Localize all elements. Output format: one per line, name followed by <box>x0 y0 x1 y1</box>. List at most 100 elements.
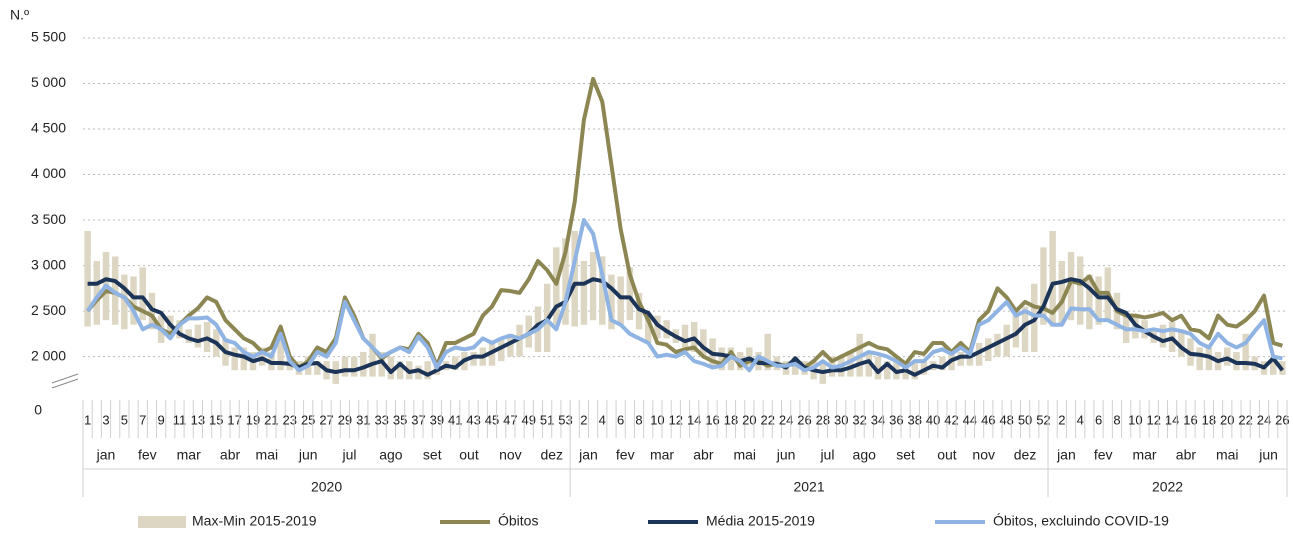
range-bar <box>718 347 725 371</box>
range-bar <box>194 324 202 348</box>
month-label: fev <box>138 447 157 463</box>
x-tick-label: 4 <box>599 412 606 427</box>
month-label: jun <box>776 447 796 463</box>
legend-label: Max-Min 2015-2019 <box>192 513 317 529</box>
range-bar <box>1159 324 1167 348</box>
x-tick-label: 45 <box>485 412 499 427</box>
x-tick-label: 13 <box>191 412 205 427</box>
x-tick-label: 22 <box>1238 412 1252 427</box>
y-tick-label: 2 000 <box>31 347 66 363</box>
x-tick-label: 32 <box>852 412 866 427</box>
x-tick-label: 34 <box>871 412 885 427</box>
x-tick-label: 26 <box>797 412 811 427</box>
x-tick-label: 46 <box>981 412 995 427</box>
x-tick-label: 12 <box>1146 412 1160 427</box>
x-tick-label: 44 <box>963 412 977 427</box>
month-label: nov <box>499 447 522 463</box>
range-bar <box>645 315 652 343</box>
range-bar <box>580 261 588 325</box>
x-tick-label: 40 <box>926 412 940 427</box>
range-bar <box>608 274 615 330</box>
x-tick-label: 23 <box>283 412 297 427</box>
x-tick-label: 16 <box>1183 412 1197 427</box>
x-tick-label: 5 <box>121 412 128 427</box>
range-bar <box>1086 274 1093 330</box>
range-bar <box>139 267 146 321</box>
legend-label: Média 2015-2019 <box>706 513 815 529</box>
month-label: out <box>937 447 957 463</box>
x-tick-label: 6 <box>1095 412 1102 427</box>
x-tick-label: 3 <box>102 412 109 427</box>
range-bar <box>277 333 284 371</box>
range-bar <box>1205 347 1213 371</box>
range-bar <box>865 352 873 377</box>
range-bar <box>874 356 882 380</box>
axis-break <box>51 378 79 389</box>
range-bar <box>571 230 578 327</box>
month-label: jun <box>1258 447 1278 463</box>
x-tick-label: 25 <box>301 412 315 427</box>
range-bar <box>985 338 992 362</box>
x-tick-label: 14 <box>1165 412 1179 427</box>
month-label: jan <box>96 447 116 463</box>
x-tick-label: 2 <box>580 412 587 427</box>
x-tick-label: 4 <box>1077 412 1084 427</box>
range-bar <box>185 329 192 343</box>
x-tick-label: 29 <box>338 412 352 427</box>
x-tick-label: 15 <box>209 412 223 427</box>
x-tick-label: 47 <box>503 412 517 427</box>
x-tick-label: 37 <box>411 412 425 427</box>
legend-label: Óbitos <box>498 513 538 529</box>
range-bar <box>488 342 496 366</box>
range-bar <box>516 324 523 357</box>
range-bar <box>957 352 964 366</box>
month-label: jul <box>342 447 357 463</box>
x-tick-label: 8 <box>635 412 642 427</box>
series-line <box>85 218 1283 373</box>
series-line <box>87 277 1284 377</box>
x-tick-label: 48 <box>999 412 1013 427</box>
x-tick-label: 22 <box>760 412 774 427</box>
month-label: nov <box>972 447 995 463</box>
x-tick-label: 14 <box>687 412 701 427</box>
month-label: abr <box>1176 447 1197 463</box>
month-label: jan <box>1056 447 1076 463</box>
range-bar <box>589 251 597 321</box>
x-tick-label: 12 <box>669 412 683 427</box>
y-tick-label: 0 <box>34 402 42 418</box>
month-label: ago <box>379 447 403 463</box>
range-bar <box>350 356 358 377</box>
range-bar <box>1021 306 1029 353</box>
month-label: fev <box>1094 447 1113 463</box>
range-bar <box>1269 356 1277 375</box>
range-bar <box>369 333 376 377</box>
month-label: fev <box>616 447 635 463</box>
month-label: abr <box>693 447 714 463</box>
month-label: out <box>459 447 479 463</box>
month-label: dez <box>1014 447 1037 463</box>
x-tick-label: 27 <box>319 412 333 427</box>
range-bar <box>396 361 404 380</box>
x-tick-label: 35 <box>393 412 407 427</box>
month-label: jun <box>298 447 318 463</box>
range-bar <box>700 329 707 357</box>
x-tick-label: 30 <box>834 412 848 427</box>
x-tick-label: 24 <box>779 412 793 427</box>
range-bar <box>1003 324 1010 357</box>
range-bar <box>599 256 606 325</box>
x-tick-label: 38 <box>908 412 922 427</box>
range-bar <box>1067 251 1075 321</box>
range-bar <box>681 324 689 348</box>
range-bar <box>939 356 946 371</box>
x-tick-label: 16 <box>705 412 719 427</box>
month-label: mai <box>256 447 279 463</box>
y-tick-label: 5 000 <box>31 74 66 90</box>
y-tick-label: 4 000 <box>31 165 66 181</box>
range-bar <box>1242 333 1249 371</box>
range-bar <box>626 267 634 321</box>
range-bar <box>93 261 101 325</box>
x-tick-label: 6 <box>617 412 624 427</box>
range-bar <box>617 276 624 325</box>
x-tick-label: 43 <box>466 412 480 427</box>
x-tick-label: 26 <box>1275 412 1289 427</box>
